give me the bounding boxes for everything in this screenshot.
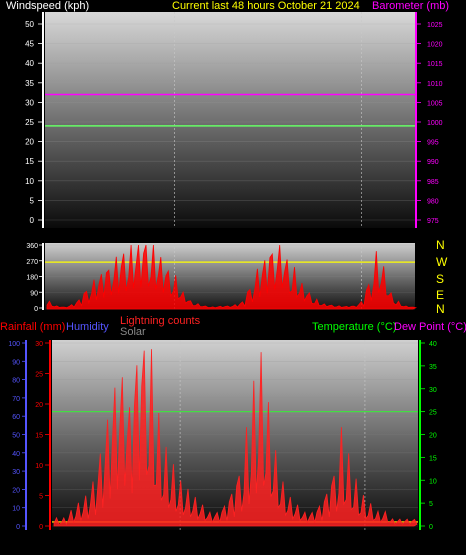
humidity-tick-label: 20 [12,487,20,494]
rainfall-tick-label: 5 [39,494,43,501]
baro-tick-label: 985 [427,179,439,186]
temperature-tick-label: 40 [429,341,437,348]
compass-label-n-bottom: N [436,302,445,316]
compass-label-s: S [436,272,445,286]
day-label: Day 20 [169,540,191,547]
lightning-label: Lightning counts [120,315,201,327]
wind-tick-label: 40 [25,59,34,68]
compass-label-n-top: N [436,238,445,252]
wind-tick-label: 30 [25,98,34,107]
humidity-tick-label: 90 [12,359,20,366]
chart-title: Current last 48 hours October 21 2024 [172,0,360,12]
rainfall-tick-label: 15 [35,433,43,440]
humidity-tick-label: 100 [8,341,20,348]
temperature-tick-label: 5 [429,501,433,508]
humidity-tick-label: 10 [12,506,20,513]
lightning-trace [53,349,418,527]
baro-tick-label: 1000 [427,120,443,127]
barometer-axis-label: Barometer (mb) [372,0,450,12]
baro-tick-label: 995 [427,140,439,147]
wind-tick-label: 10 [25,177,34,186]
compass-label-w: W [436,255,448,269]
rainfall-tick-label: 0 [39,524,43,531]
humidity-tick-label: 0 [16,524,20,531]
rainfall-tick-label: 30 [35,341,43,348]
wind-tick-label: 50 [25,20,34,29]
day-label: Day 20 [163,232,185,239]
baro-tick-label: 990 [427,159,439,166]
direction-tick-label: 0 [34,306,38,313]
solar-label: Solar [120,326,146,338]
temperature-tick-label: 35 [429,364,437,371]
baro-tick-label: 980 [427,198,439,205]
compass-label-e: E [436,288,445,302]
day-label: Day 21 [354,540,376,547]
wind-tick-label: 5 [30,196,35,205]
baro-tick-label: 1025 [427,22,443,29]
temperature-tick-label: 30 [429,387,437,394]
direction-tick-label: 180 [26,275,38,282]
wind-tick-label: 45 [25,40,34,49]
rainfall-axis-label: Rainfall (mm) [0,321,66,333]
rainfall-tick-label: 20 [35,402,43,409]
temperature-tick-label: 10 [429,478,437,485]
rainfall-tick-label: 10 [35,463,43,470]
wind-tick-label: 0 [30,216,35,225]
wind-tick-label: 15 [25,157,34,166]
humidity-tick-label: 40 [12,451,20,458]
windspeed-axis-label: Windspeed (kph) [6,0,90,12]
temperature-axis-label: Temperature (°C) [312,321,397,333]
temperature-tick-label: 20 [429,433,437,440]
dew-point-axis-label: Dew Point (°C) [394,321,466,333]
humidity-tick-label: 70 [12,396,20,403]
direction-tick-label: 360 [26,243,38,250]
humidity-axis-label: Humidity [66,321,109,333]
baro-tick-label: 1010 [427,81,443,88]
temperature-tick-label: 25 [429,410,437,417]
wind-tick-label: 20 [25,138,34,147]
baro-tick-label: 1005 [427,100,443,107]
humidity-tick-label: 50 [12,433,20,440]
direction-tick-label: 270 [26,259,38,266]
wind-plot-area [45,12,415,228]
baro-tick-label: 1020 [427,42,443,49]
baro-tick-label: 975 [427,218,439,225]
humidity-tick-label: 30 [12,469,20,476]
day-label: Day 21 [350,232,372,239]
baro-tick-label: 1015 [427,61,443,68]
humidity-tick-label: 60 [12,414,20,421]
humidity-tick-label: 80 [12,378,20,385]
wind-tick-label: 25 [25,118,34,127]
temperature-tick-label: 0 [429,524,433,531]
wind-direction-trace [46,244,417,310]
wind-tick-label: 35 [25,79,34,88]
temperature-tick-label: 15 [429,455,437,462]
direction-tick-label: 90 [30,290,38,297]
rainfall-tick-label: 25 [35,372,43,379]
